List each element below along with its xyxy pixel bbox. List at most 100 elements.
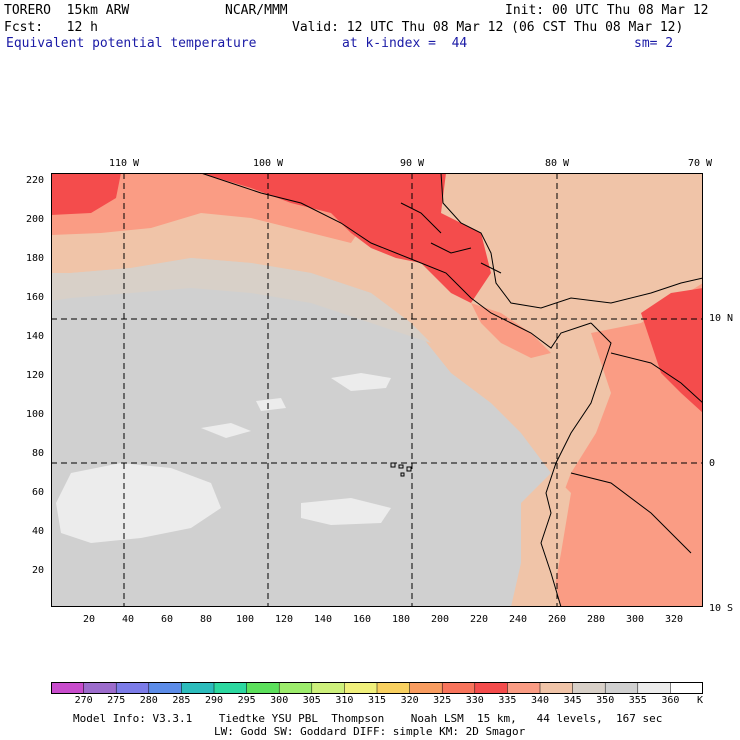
init-time: Init: 00 UTC Thu 08 Mar 12 — [505, 3, 709, 18]
colorbar-label: 285 — [172, 695, 191, 706]
lon-label-70w: 70 W — [687, 158, 713, 169]
colorbar-label: 315 — [367, 695, 387, 706]
galapagos-islands — [390, 462, 412, 477]
colorbar-label: 350 — [596, 695, 615, 706]
y-tick-label: 40 — [31, 526, 44, 537]
y-tick-label: 120 — [25, 370, 44, 381]
x-tick-label: 280 — [586, 614, 606, 625]
colorbar-label: 290 — [204, 695, 224, 706]
lon-label-100w: 100 W — [252, 158, 284, 169]
field-region-360-patch — [256, 398, 286, 411]
lon-label-80w: 80 W — [544, 158, 570, 169]
caribbean-coastline — [440, 173, 703, 309]
colorbar-cell — [181, 682, 215, 694]
colorbar-cell — [474, 682, 509, 694]
colorbar-unit: K — [697, 695, 704, 706]
model-info-line-1: Model Info: V3.3.1 Tiedtke YSU PBL Thomp… — [73, 712, 663, 725]
lat-label-10s: 10 S — [709, 603, 734, 614]
x-tick-label: 40 — [121, 614, 135, 625]
field-region-345-south — [511, 473, 571, 607]
colorbar-cell — [148, 682, 183, 694]
x-tick-label: 60 — [160, 614, 174, 625]
x-tick-label: 20 — [82, 614, 96, 625]
colorbar-cell — [637, 682, 672, 694]
map-plot-area — [51, 173, 703, 607]
smoothing-label: sm= 2 — [634, 36, 674, 51]
colorbar-cell — [409, 682, 443, 694]
colorbar-cell — [572, 682, 606, 694]
lon-label-110w: 110 W — [108, 158, 140, 169]
field-region-360-mid — [301, 498, 391, 525]
colorbar-cell — [604, 682, 639, 694]
colorbar-cell — [539, 682, 574, 694]
organization-label: NCAR/MMM — [225, 3, 288, 18]
colorbar-label: 330 — [465, 695, 484, 706]
colorbar-cell — [246, 682, 280, 694]
theta-e-field-map — [51, 173, 703, 607]
colorbar-cell — [311, 682, 346, 694]
map-border — [51, 173, 703, 607]
x-tick-label: 260 — [547, 614, 567, 625]
graticule — [51, 173, 703, 607]
colorbar-label: 300 — [270, 695, 289, 706]
x-tick-label: 200 — [430, 614, 450, 625]
field-region-335-nw — [51, 173, 121, 215]
colorbar-label: 320 — [400, 695, 419, 706]
model-title: TORERO 15km ARW — [4, 3, 130, 18]
colorbar-cell — [670, 682, 703, 694]
colorbar-label: 295 — [237, 695, 256, 706]
y-tick-label: 140 — [25, 331, 44, 342]
forecast-hour: Fcst: 12 h — [4, 20, 98, 35]
field-region-345 — [51, 173, 703, 607]
y-tick-label: 180 — [25, 253, 44, 264]
y-tick-label: 160 — [25, 292, 44, 303]
x-tick-label: 140 — [313, 614, 333, 625]
colorbar-label: 335 — [498, 695, 517, 706]
y-tick-label: 20 — [31, 565, 44, 576]
x-tick-label: 220 — [469, 614, 489, 625]
central-america-coastline — [200, 173, 592, 349]
level-label: at k-index = 44 — [342, 36, 468, 51]
colorbar-cell — [83, 682, 117, 694]
field-region-340-panama — [471, 303, 551, 358]
field-region-335-central-america — [201, 173, 491, 303]
colorbar-cell — [278, 682, 313, 694]
country-borders — [400, 202, 703, 554]
colorbar-border — [51, 682, 703, 694]
field-name: Equivalent potential temperature — [6, 36, 257, 51]
x-tick-label: 80 — [199, 614, 213, 625]
y-tick-label: 100 — [25, 409, 44, 420]
x-tick-label: 120 — [274, 614, 294, 625]
x-tick-label: 160 — [352, 614, 372, 625]
field-region-350 — [51, 258, 431, 343]
colorbar-label: 310 — [335, 695, 354, 706]
colorbar-cell — [441, 682, 476, 694]
field-region-360-patch — [331, 373, 391, 391]
colorbar-label: 345 — [563, 695, 582, 706]
valid-time: Valid: 12 UTC Thu 08 Mar 12 (06 CST Thu … — [292, 20, 684, 35]
colorbar-label: 270 — [74, 695, 93, 706]
colorbar-cell — [213, 682, 248, 694]
lon-label-90w: 90 W — [399, 158, 425, 169]
y-tick-label: 60 — [31, 487, 44, 498]
colorbar-label: 305 — [302, 695, 321, 706]
x-tick-label: 100 — [235, 614, 255, 625]
lat-label-equator: 0 — [709, 458, 716, 469]
x-tick-label: 300 — [625, 614, 645, 625]
x-tick-label: 240 — [508, 614, 528, 625]
y-tick-label: 220 — [25, 175, 44, 186]
colorbar-label: 280 — [139, 695, 158, 706]
colorbar-label: 275 — [107, 695, 126, 706]
colorbar-label: 340 — [530, 695, 550, 706]
model-info-line-2: LW: Godd SW: Goddard DIFF: simple KM: 2D… — [214, 725, 526, 738]
colorbar-cell — [115, 682, 150, 694]
colorbar-label: 360 — [661, 695, 680, 706]
colorbar — [51, 682, 703, 694]
field-region-360-large — [56, 463, 221, 543]
colorbar-cell — [51, 682, 85, 694]
colorbar-label: 355 — [628, 695, 647, 706]
x-tick-label: 320 — [664, 614, 684, 625]
y-tick-label: 200 — [25, 214, 44, 225]
colorbar-cell — [376, 682, 411, 694]
y-tick-label: 80 — [31, 448, 44, 459]
